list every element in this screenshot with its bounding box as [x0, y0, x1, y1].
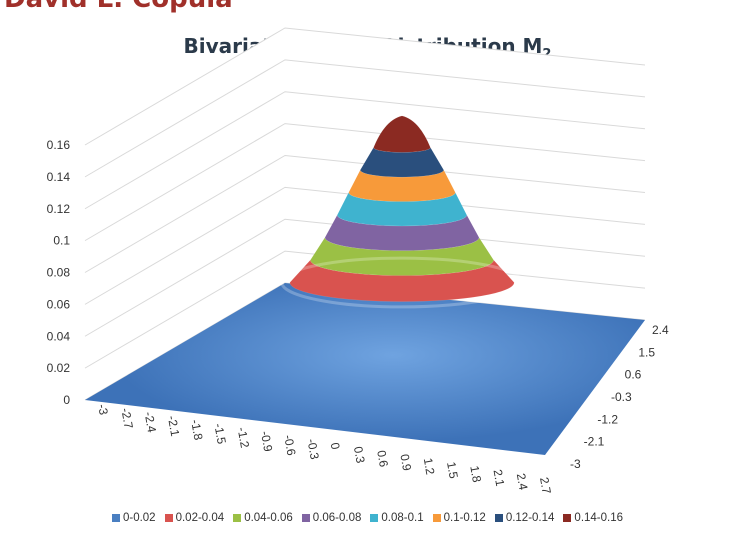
surface-floor	[85, 283, 645, 455]
x-tick-label: 0	[328, 442, 343, 451]
legend-item: 0-0.02	[111, 512, 156, 524]
z-tick-label: 0.12	[47, 202, 71, 216]
y-tick-label: -1.2	[597, 412, 618, 426]
gridline	[84, 186, 646, 305]
x-tick-label: 2.4	[514, 472, 531, 491]
legend-label: 0.08-0.1	[381, 512, 424, 524]
legend-item: 0.1-0.12	[432, 512, 486, 524]
y-tick-label: 2.4	[652, 323, 669, 337]
surface-band	[289, 259, 515, 302]
x-tick-label: -3	[95, 403, 111, 416]
legend-label: 0-0.02	[122, 512, 156, 524]
legend-swatch	[233, 514, 242, 522]
legend-label: 0.04-0.06	[244, 512, 293, 524]
x-axis-ticks: -3 -2.7 -2.4 -2.1 -1.8 -1.5 -1.2 -0.9 -0.6 -0.3 0 0…	[95, 403, 554, 495]
gridline	[84, 91, 646, 210]
y-axis-ticks: -3-2.1 -1.2 -0.3 0.6 1.5 2.4	[570, 323, 669, 471]
gridline	[84, 27, 646, 146]
legend-label: 0.1-0.12	[443, 512, 486, 524]
gridline	[84, 59, 646, 178]
legend-label: 0.06-0.08	[312, 512, 362, 524]
legend-item: 0.14-0.16	[563, 512, 623, 524]
x-tick-label: 0.3	[351, 445, 368, 464]
legend: 0-0.02 0.02-0.04 0.04-0.06 0.06-0.08 0.08-0.…	[0, 512, 735, 524]
gridline	[84, 123, 646, 242]
legend-item: 0.02-0.04	[164, 512, 225, 524]
z-tick-label: 0	[63, 393, 70, 407]
y-tick-label: 0.6	[625, 368, 642, 382]
x-tick-label: -2.1	[165, 415, 182, 438]
legend-swatch	[432, 514, 441, 522]
x-tick-label: -0.9	[258, 430, 275, 453]
legend-swatch	[301, 514, 310, 522]
x-tick-label: 2.1	[491, 468, 508, 487]
z-tick-label: 0.06	[47, 297, 71, 311]
x-tick-label: 0.6	[374, 449, 391, 468]
surface-base-glow	[280, 256, 524, 309]
legend-swatch	[164, 514, 173, 522]
legend-swatch	[111, 514, 120, 522]
legend-item: 0.12-0.14	[494, 512, 555, 524]
legend-swatch	[563, 514, 572, 522]
x-tick-label: -2.4	[142, 411, 159, 434]
z-tick-label: 0.16	[47, 138, 71, 152]
legend-swatch	[494, 514, 503, 522]
x-tick-label: 2.7	[537, 476, 554, 495]
gridlines	[84, 27, 646, 401]
y-tick-label: -0.3	[611, 390, 632, 404]
legend-label: 0.14-0.16	[574, 512, 624, 524]
legend-label: 0.12-0.14	[505, 512, 555, 524]
surface-band	[373, 115, 431, 153]
z-axis-ticks: 0 0.02 0.04 0.06 0.08 0.1 0.12 0.14 0.16	[47, 138, 71, 407]
y-tick-label: 1.5	[638, 345, 655, 359]
x-tick-label: 1.5	[444, 461, 461, 480]
x-tick-label: -1.8	[188, 418, 205, 441]
legend-label: 0.02-0.04	[175, 512, 225, 524]
z-tick-label: 0.02	[47, 361, 71, 375]
legend-item: 0.06-0.08	[301, 512, 362, 524]
z-tick-label: 0.04	[47, 329, 71, 343]
legend-item: 0.08-0.1	[370, 512, 424, 524]
legend-item: 0.04-0.06	[233, 512, 293, 524]
surface-bands	[280, 115, 524, 309]
gridline	[84, 154, 646, 273]
y-tick-label: -2.1	[584, 435, 605, 449]
z-tick-label: 0.14	[47, 170, 71, 184]
slide-header: David L. Copula	[0, 0, 735, 16]
x-tick-label: 1.2	[421, 457, 438, 476]
x-tick-label: 0.9	[397, 453, 414, 472]
y-tick-label: -3	[570, 457, 581, 471]
x-tick-label: -1.2	[235, 426, 252, 449]
x-tick-label: -2.7	[118, 407, 135, 430]
z-tick-label: 0.08	[47, 266, 71, 280]
x-tick-label: -0.3	[304, 438, 321, 461]
gridline	[84, 250, 646, 369]
legend-swatch	[370, 514, 379, 522]
x-tick-label: -1.5	[211, 422, 228, 445]
z-tick-label: 0.1	[53, 234, 70, 248]
x-tick-label: -0.6	[281, 434, 298, 457]
x-tick-label: 1.8	[467, 465, 484, 484]
gridline	[84, 218, 646, 337]
